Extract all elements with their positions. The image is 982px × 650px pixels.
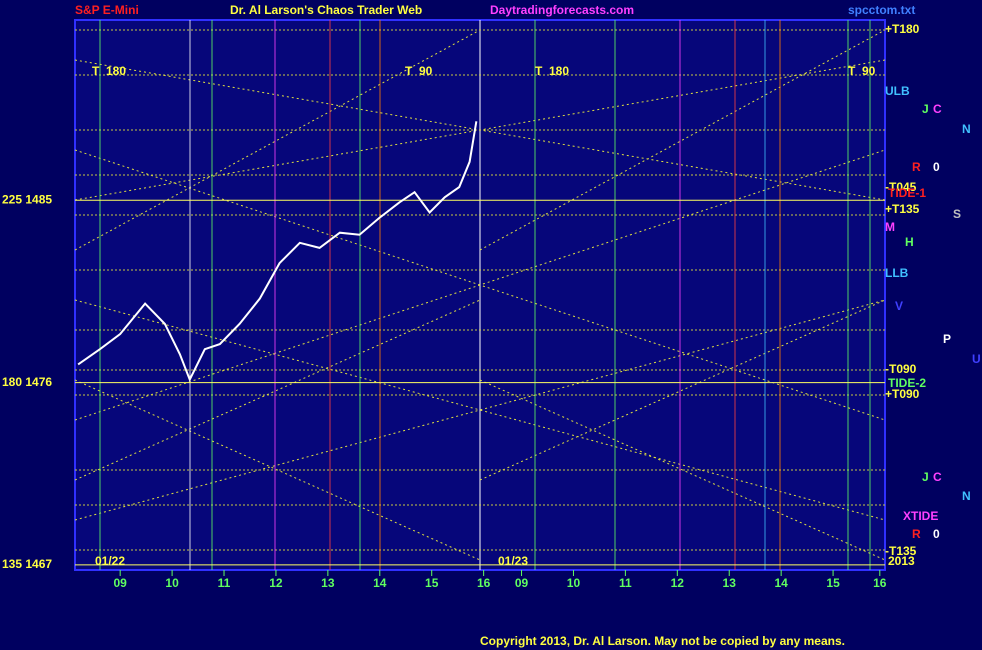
day-label: 01/23 xyxy=(498,554,528,568)
tide-label: TIDE-1 xyxy=(888,186,926,200)
level-label: +T180 xyxy=(885,22,920,36)
x-tick-label: 16 xyxy=(873,576,887,590)
planet-label: S xyxy=(953,207,961,221)
planet-label: R xyxy=(912,527,921,541)
harmonic-line xyxy=(74,29,481,251)
x-tick-label: 14 xyxy=(373,576,387,590)
x-tick-label: 15 xyxy=(425,576,439,590)
tide-label: XTIDE xyxy=(903,509,938,523)
day-label: 01/22 xyxy=(95,554,125,568)
level-label: ULB xyxy=(885,84,910,98)
level-label: +T090 xyxy=(885,387,920,401)
planet-label: 0 xyxy=(933,160,940,174)
planet-label: 0 xyxy=(933,527,940,541)
cycle-label: T 90 xyxy=(405,64,433,78)
x-tick-label: 16 xyxy=(477,576,491,590)
harmonic-line xyxy=(74,149,886,421)
x-tick-label: 11 xyxy=(619,576,632,590)
planet-label: P xyxy=(943,332,951,346)
x-tick-label: 12 xyxy=(269,576,283,590)
decoration xyxy=(74,20,886,570)
planet-label: J xyxy=(922,470,929,484)
tide-label: TIDE-2 xyxy=(888,376,926,390)
planet-label: R xyxy=(912,160,921,174)
file-name: spcctom.txt xyxy=(848,3,915,17)
x-tick-label: 12 xyxy=(671,576,685,590)
harmonic-line xyxy=(479,379,886,561)
level-label: LLB xyxy=(885,266,909,280)
x-tick-label: 15 xyxy=(826,576,840,590)
cycle-label: T 180 xyxy=(92,64,126,78)
x-tick-label: 11 xyxy=(218,576,231,590)
x-tick-label: 09 xyxy=(113,576,127,590)
cycle-label: T 90 xyxy=(848,64,876,78)
cycle-label: T 180 xyxy=(535,64,569,78)
x-tick-label: 13 xyxy=(723,576,737,590)
chart-title: Dr. Al Larson's Chaos Trader Web xyxy=(230,3,422,17)
harmonic-line xyxy=(74,379,481,561)
harmonic-line xyxy=(479,299,886,481)
y-tick-label: 225 1485 xyxy=(2,192,52,206)
x-tick-label: 09 xyxy=(515,576,529,590)
planet-label: H xyxy=(905,235,914,249)
planet-label: C xyxy=(933,470,942,484)
level-label: +T135 xyxy=(885,202,920,216)
planet-label: U xyxy=(972,352,981,366)
harmonic-line xyxy=(479,29,886,251)
website: Daytradingforecasts.com xyxy=(490,3,634,17)
copyright: Copyright 2013, Dr. Al Larson. May not b… xyxy=(480,634,845,648)
y-tick-label: 135 1467 xyxy=(2,557,52,571)
y-tick-label: 180 1476 xyxy=(2,375,52,389)
planet-label: N xyxy=(962,489,971,503)
level-label: -T090 xyxy=(885,362,917,376)
price-line xyxy=(77,121,478,383)
x-tick-label: 10 xyxy=(165,576,179,590)
level-label: -T045 xyxy=(885,180,917,194)
planet-label: M xyxy=(885,220,895,234)
x-tick-label: 10 xyxy=(567,576,581,590)
harmonic-line xyxy=(74,299,481,481)
planet-label: N xyxy=(962,122,971,136)
x-tick-label: 14 xyxy=(774,576,788,590)
x-tick-label: 13 xyxy=(321,576,335,590)
year-label: 2013 xyxy=(888,554,915,568)
symbol: S&P E-Mini xyxy=(75,3,139,17)
level-label: -T135 xyxy=(885,544,917,558)
planet-label: V xyxy=(895,299,903,313)
planet-label: J xyxy=(922,102,929,116)
planet-label: C xyxy=(933,102,942,116)
